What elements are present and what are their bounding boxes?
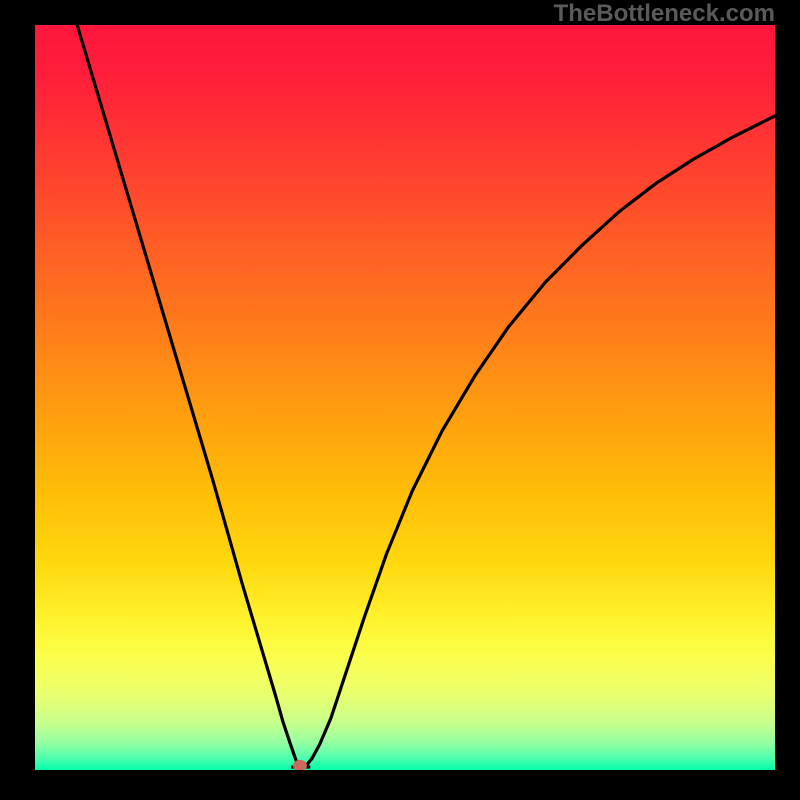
chart-root: TheBottleneck.com [0, 0, 800, 800]
watermark-text: TheBottleneck.com [554, 0, 775, 28]
plot-area [35, 25, 775, 770]
minimum-marker-dot [293, 760, 307, 770]
heat-gradient-background [35, 25, 775, 770]
